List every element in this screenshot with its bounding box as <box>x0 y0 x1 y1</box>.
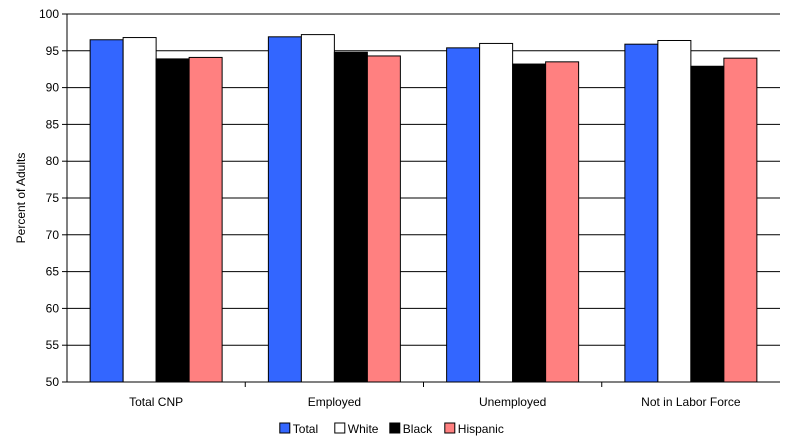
legend: Total White Black Hispanic <box>279 422 504 436</box>
legend-swatch-black <box>389 422 401 434</box>
bar-black-2 <box>512 63 547 383</box>
bar-total-0 <box>89 39 124 383</box>
y-tick-label: 65 <box>46 265 60 279</box>
bar-white-2 <box>479 42 514 383</box>
y-tick-label: 95 <box>46 44 60 58</box>
legend-swatch-total <box>279 422 291 434</box>
bar-hispanic-1 <box>366 55 401 383</box>
axes: 50 55 60 65 70 75 80 85 90 95 100 Total CNP Employed… <box>39 7 780 409</box>
legend-label-hispanic: Hispanic <box>458 422 504 436</box>
bars <box>89 34 758 383</box>
y-tick-label: 90 <box>46 81 60 95</box>
x-category-label: Employed <box>308 395 361 409</box>
y-tick-label: 55 <box>46 338 60 352</box>
legend-label-white: White <box>348 422 379 436</box>
bar-black-1 <box>333 51 368 383</box>
bar-hispanic-0 <box>188 56 223 383</box>
bar-total-3 <box>624 43 659 383</box>
bar-black-0 <box>155 58 190 383</box>
bar-white-1 <box>300 34 335 383</box>
y-tick-label: 80 <box>46 154 60 168</box>
legend-label-black: Black <box>403 422 433 436</box>
y-tick-label: 60 <box>46 301 60 315</box>
y-axis-label: Percent of Adults <box>14 153 28 244</box>
y-tick-label: 75 <box>46 191 60 205</box>
bar-black-3 <box>690 65 725 383</box>
x-category-label: Unemployed <box>479 395 546 409</box>
y-tick-label: 70 <box>46 228 60 242</box>
legend-label-total: Total <box>293 422 318 436</box>
y-tick-label: 50 <box>46 375 60 389</box>
y-tick-label: 85 <box>46 117 60 131</box>
bar-total-1 <box>267 36 302 383</box>
legend-swatch-white <box>334 422 346 434</box>
x-category-label: Not in Labor Force <box>641 395 741 409</box>
bar-hispanic-3 <box>723 57 758 383</box>
bar-white-3 <box>657 39 692 383</box>
bar-hispanic-2 <box>545 61 580 383</box>
bar-total-2 <box>446 47 481 383</box>
bar-white-0 <box>122 37 157 383</box>
y-tick-label: 100 <box>39 7 59 21</box>
x-category-label: Total CNP <box>129 395 183 409</box>
legend-swatch-hispanic <box>444 422 456 434</box>
